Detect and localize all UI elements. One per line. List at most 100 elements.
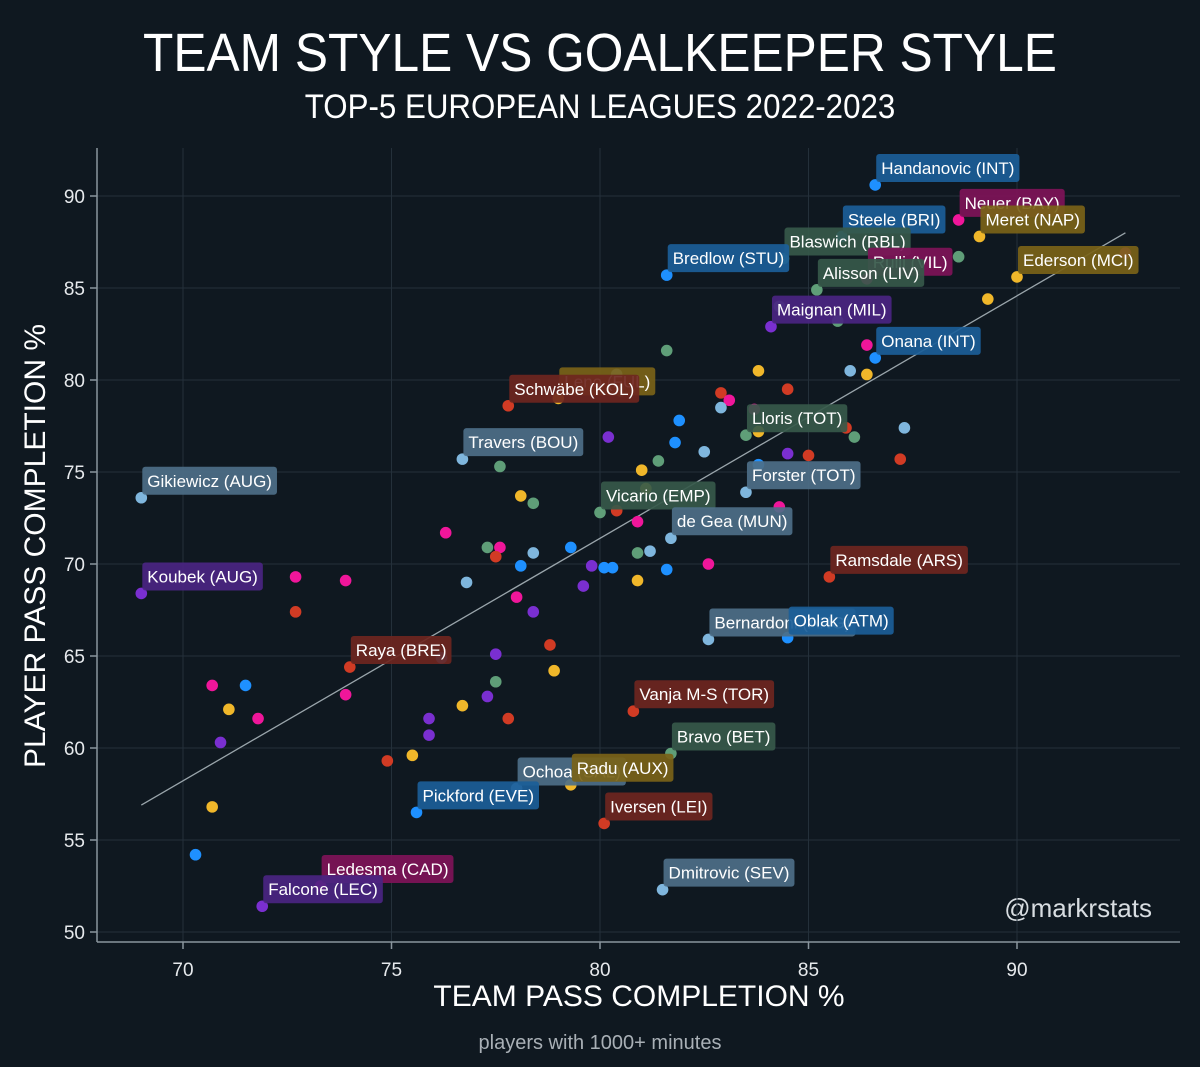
data-point-labeled [765,320,777,333]
data-point [239,679,252,692]
point-label-text: Forster (TOT) [752,466,856,485]
point-label: Forster (TOT) [746,461,861,490]
data-point-labeled [740,429,752,442]
point-label-text: Bredlow (STU) [673,249,784,268]
data-point [481,541,494,554]
data-point [781,383,794,396]
point-label: Oblak (ATM) [788,606,894,635]
point-label-text: Raya (BRE) [356,641,447,660]
data-point [494,460,506,473]
data-point [252,712,264,725]
data-point [206,801,218,813]
data-point [481,690,494,703]
y-tick-label: 50 [64,923,85,944]
data-point [635,464,648,476]
data-point [715,387,727,399]
data-point-labeled [502,399,515,412]
data-point [406,749,419,762]
point-label: Dmitrovic (SEV) [663,858,795,887]
point-labels: Handanovic (INT)Neuer (BAY)Steele (BRI) M… [142,153,1139,904]
point-label-text: Vanja M-S (TOR) [639,685,769,704]
data-point [439,526,452,539]
point-label: Bredlow (STU) [667,244,790,273]
point-label: Schwäbe (KOL) [509,374,640,403]
x-tick-label: 80 [589,960,610,981]
data-point-labeled [256,900,269,913]
data-point [423,712,435,725]
point-label-text: Iversen (LEI) [610,797,707,816]
data-point [214,736,227,749]
data-point-labeled [952,214,965,226]
y-tick-label: 90 [64,187,85,208]
point-label-text: Vicario (EMP) [606,486,711,505]
data-point [644,545,656,557]
data-point [752,365,765,377]
point-label: Ramsdale (ARS) [830,545,968,574]
point-label: Iversen (LEI) [605,792,713,821]
data-point [527,606,540,618]
point-label-text: Gikiewicz (AUG) [147,472,272,491]
point-label: Gikiewicz (AUG) [142,466,277,495]
point-label-text: Radu (AUX) [577,759,669,778]
data-point [660,563,673,576]
point-label-text: Koubek (AUG) [147,567,258,586]
data-point [423,729,435,741]
point-label-text: Onana (INT) [881,332,975,351]
y-tick-label: 55 [64,831,85,852]
y-tick-label: 65 [64,647,85,668]
y-tick-label: 80 [64,371,85,392]
data-point [502,712,515,725]
data-point [844,365,856,377]
point-label-text: Schwäbe (KOL) [514,380,634,399]
x-tick-label: 75 [381,960,402,981]
point-label-text: Blaswich (RBL) [789,233,905,252]
data-point [669,436,681,449]
data-point [673,414,686,427]
data-point [381,755,394,767]
data-point [606,561,619,574]
data-point [456,699,469,712]
data-point [861,339,873,351]
data-point [898,422,911,434]
data-point [631,574,644,587]
point-label: Falcone (LEC) [263,875,383,904]
chart-caption: players with 1000+ minutes [478,1032,722,1054]
data-point [460,576,473,589]
point-label-text: Dmitrovic (SEV) [669,864,790,883]
grid-lines [97,148,1180,942]
point-label-text: Bravo (BET) [677,728,771,747]
point-label-text: Oblak (ATM) [794,612,889,631]
y-tick-label: 75 [64,463,85,484]
data-point [527,547,540,559]
data-point-labeled [410,806,423,819]
data-point [189,848,202,861]
data-point [585,560,598,572]
point-label: Steele (BRI) [842,205,946,234]
data-point-labeled [811,284,823,296]
point-label: Pickford (EVE) [417,781,540,810]
x-tick-label: 90 [1006,960,1027,981]
data-point-labeled [627,705,640,717]
point-label: Koubek (AUG) [142,562,263,591]
axes [90,148,1180,949]
y-tick-label: 60 [64,739,85,760]
data-point [206,679,218,692]
data-point [494,541,506,554]
data-point [781,447,794,460]
point-label-text: Ramsdale (ARS) [835,551,963,570]
data-point-labeled [594,506,606,519]
point-label-text: Maignan (MIL) [777,301,887,320]
watermark: @markrstats [1004,893,1152,923]
point-label: Maignan (MIL) [771,295,892,324]
data-point [631,515,644,528]
data-point-labeled [135,587,148,600]
data-point [631,547,644,559]
point-label: Radu (AUX) [571,753,674,782]
data-point-labeled [135,491,148,504]
data-point-labeled [823,571,836,583]
data-point [548,664,560,677]
data-point-labeled [740,486,752,499]
point-label-text: Falcone (LEC) [268,880,378,899]
point-label: Raya (BRE) [350,636,452,665]
data-point [527,497,540,510]
